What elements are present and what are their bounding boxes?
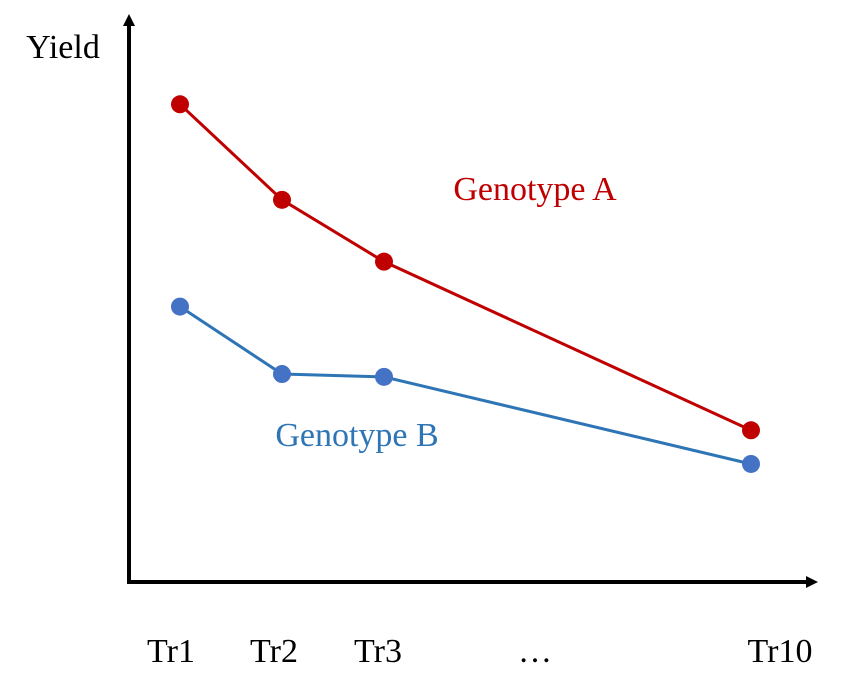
data-point-genotype-a-tr1 bbox=[171, 95, 189, 114]
y-axis-label: Yield bbox=[26, 29, 100, 66]
x-tick-label-ellipsis: … bbox=[518, 633, 552, 670]
data-point-genotype-a-tr3 bbox=[375, 252, 393, 271]
data-point-genotype-a-tr10 bbox=[742, 421, 760, 440]
x-tick-label-tr1: Tr1 bbox=[147, 633, 195, 670]
x-tick-labels: Tr1 Tr2 Tr3 … Tr10 bbox=[147, 633, 812, 670]
data-point-genotype-b-tr10 bbox=[742, 454, 760, 473]
data-point-genotype-b-tr3 bbox=[375, 367, 393, 386]
series-line-genotype-b bbox=[179, 305, 752, 466]
series-label-genotype-a: Genotype A bbox=[453, 171, 617, 208]
x-tick-label-tr3: Tr3 bbox=[354, 633, 402, 670]
data-point-genotype-b-tr2 bbox=[273, 365, 291, 384]
series-genotype-b bbox=[171, 297, 760, 473]
series-label-genotype-b: Genotype B bbox=[275, 417, 438, 454]
x-tick-label-tr2: Tr2 bbox=[250, 633, 298, 670]
data-point-genotype-a-tr2 bbox=[273, 190, 291, 209]
data-point-genotype-b-tr1 bbox=[171, 297, 189, 316]
series-genotype-a bbox=[171, 95, 760, 440]
series-line-genotype-a bbox=[178, 103, 752, 432]
x-tick-label-tr10: Tr10 bbox=[748, 633, 813, 670]
